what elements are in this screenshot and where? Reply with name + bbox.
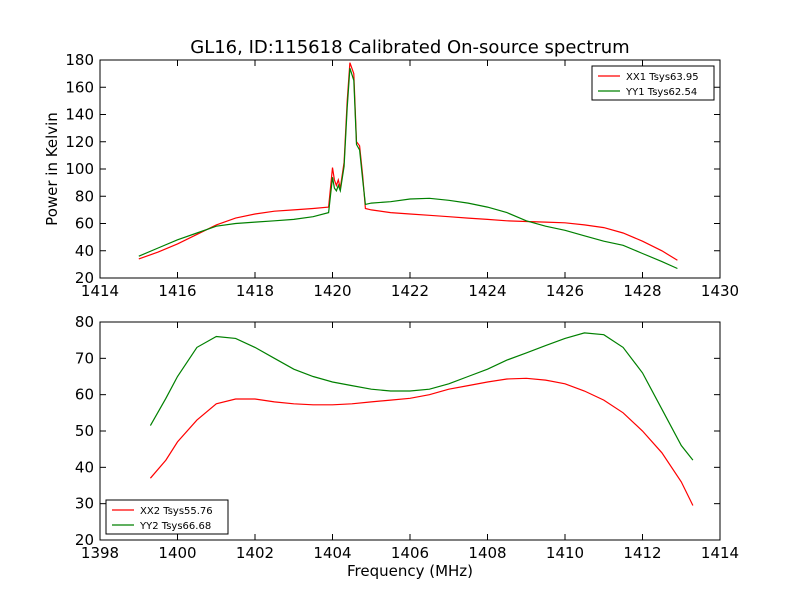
bottom-x-tick-label: 1400 (158, 544, 196, 562)
bottom-legend-label-2: YY2 Tsys66.68 (139, 521, 211, 532)
top-y-tick-label: 60 (75, 215, 94, 233)
bottom-x-axis-label: Frequency (MHz) (347, 562, 473, 580)
bottom-series-line-2 (149, 332, 694, 461)
bottom-x-tick-label: 1412 (623, 544, 661, 562)
bottom-y-tick-label: 30 (75, 495, 94, 513)
top-plot-area: 1414 1416 1418 1420 1422 1424 1426 1428 1430 20 40… (65, 51, 739, 300)
bottom-x-tick-label: 1414 (701, 544, 739, 562)
bottom-x-tick-label: 1404 (313, 544, 351, 562)
bottom-y-tick-label: 50 (75, 422, 94, 440)
bottom-legend: XX2 Tsys55.76 YY2 Tsys66.68 (105, 499, 229, 535)
top-legend-label-2: YY1 Tsys62.54 (625, 87, 697, 98)
top-x-tick-label: 1428 (623, 282, 661, 300)
bottom-y-tick-label: 40 (75, 458, 94, 476)
bottom-y-tick-label: 70 (75, 349, 94, 367)
top-x-tick-label: 1418 (236, 282, 274, 300)
top-x-tick-label: 1414 (81, 282, 119, 300)
top-x-tick-label: 1424 (468, 282, 506, 300)
bottom-y-tick-label: 80 (75, 313, 94, 331)
top-y-tick-label: 80 (75, 187, 94, 205)
top-y-tick-label: 20 (75, 269, 94, 287)
bottom-x-tick-label: 1398 (81, 544, 119, 562)
top-x-tick-label: 1422 (391, 282, 429, 300)
bottom-x-tick-label: 1406 (391, 544, 429, 562)
top-legend: XX1 Tsys63.95 YY1 Tsys62.54 (591, 65, 715, 101)
bottom-plot-area: 1398 1400 1402 1404 1406 1408 1410 1412 1414 20 30… (75, 313, 739, 562)
top-legend-box (591, 65, 715, 101)
top-y-tick-label: 180 (65, 51, 94, 69)
bottom-x-tick-label: 1408 (468, 544, 506, 562)
top-y-tick-label: 160 (65, 78, 94, 96)
bottom-y-tick-label: 60 (75, 386, 94, 404)
top-y-tick-label: 140 (65, 106, 94, 124)
top-y-tick-label: 100 (65, 160, 94, 178)
top-x-tick-label: 1426 (546, 282, 584, 300)
top-series-line-2 (138, 68, 678, 270)
bottom-series-line-1 (149, 377, 694, 506)
bottom-legend-label-1: XX2 Tsys55.76 (140, 506, 213, 517)
top-y-tick-label: 40 (75, 242, 94, 260)
bottom-x-tick-label: 1410 (546, 544, 584, 562)
top-y-tick-label: 120 (65, 133, 94, 151)
top-x-tick-label: 1416 (158, 282, 196, 300)
top-x-tick-label: 1430 (701, 282, 739, 300)
chart-title: GL16, ID:115618 Calibrated On-source spe… (190, 37, 629, 58)
bottom-x-tick-label: 1402 (236, 544, 274, 562)
top-legend-label-1: XX1 Tsys63.95 (626, 72, 699, 83)
bottom-y-tick-label: 20 (75, 531, 94, 549)
top-y-axis-label: Power in Kelvin (43, 112, 61, 226)
bottom-legend-box (105, 499, 229, 535)
top-x-tick-label: 1420 (313, 282, 351, 300)
